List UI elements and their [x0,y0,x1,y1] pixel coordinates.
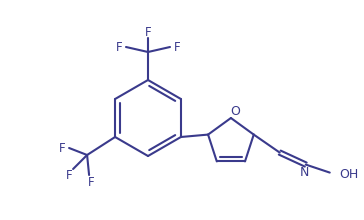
Text: F: F [59,141,66,154]
Text: OH: OH [340,168,359,181]
Text: O: O [230,104,240,117]
Text: F: F [145,26,151,38]
Text: F: F [116,40,122,53]
Text: N: N [300,166,309,179]
Text: F: F [174,40,180,53]
Text: F: F [66,169,72,182]
Text: F: F [88,176,94,189]
